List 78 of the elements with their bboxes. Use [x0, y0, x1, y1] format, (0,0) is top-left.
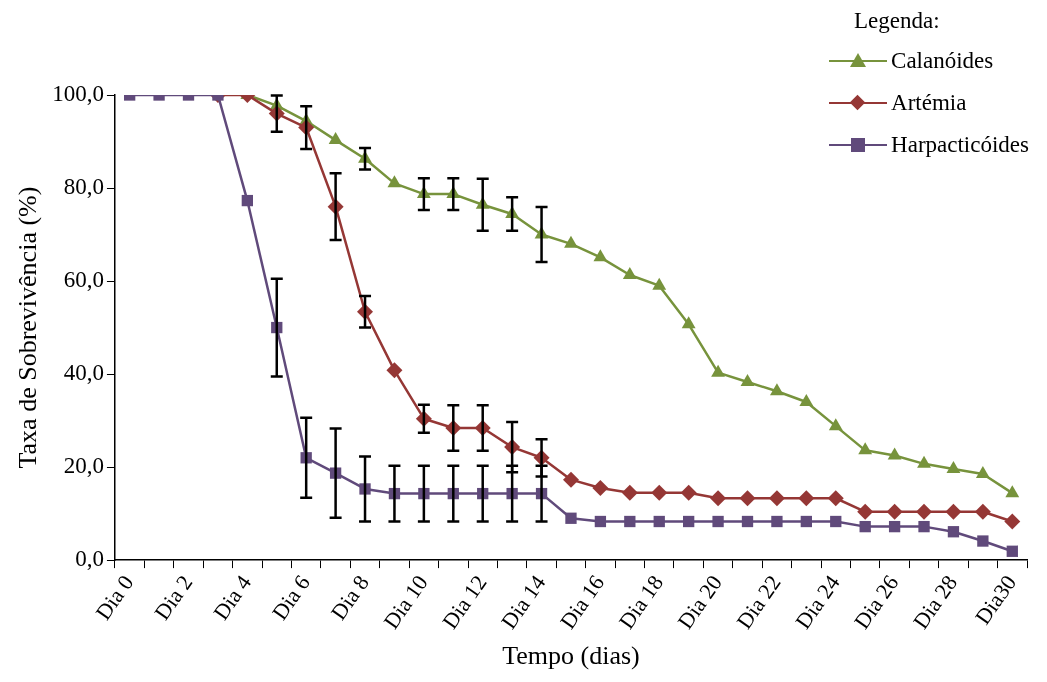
point: [592, 480, 609, 497]
point: [771, 515, 783, 528]
point: [681, 316, 696, 329]
point: [887, 447, 902, 460]
point: [828, 418, 843, 431]
x-tick-label: Dia 12: [437, 570, 492, 634]
y-tick-label: 20,0: [63, 453, 104, 479]
point: [1004, 513, 1021, 530]
x-tick-label: Dia 20: [672, 570, 727, 634]
point: [888, 520, 901, 533]
point: [386, 362, 403, 379]
point: [241, 194, 253, 207]
point: [565, 512, 577, 524]
point: [328, 132, 343, 145]
x-tick-label: Dia 16: [554, 570, 610, 634]
point: [711, 364, 726, 377]
point: [562, 471, 579, 488]
point: [741, 515, 754, 528]
point: [680, 484, 697, 501]
point: [827, 490, 844, 507]
x-tick-label: Dia 24: [790, 570, 845, 634]
x-tick-label: Dia 6: [266, 570, 316, 625]
y-tick-label: 40,0: [63, 360, 104, 386]
point: [593, 249, 608, 262]
point: [622, 267, 637, 279]
point: [1006, 545, 1018, 557]
point: [740, 373, 755, 386]
point: [1005, 485, 1020, 498]
x-tick-label: Dia 28: [907, 570, 963, 634]
point: [974, 503, 991, 520]
x-axis-title: Tempo (dias): [502, 641, 640, 671]
y-axis-title: Taxa de Sobrevivência (%): [13, 186, 43, 469]
point: [710, 490, 727, 507]
point: [564, 235, 578, 248]
point: [917, 455, 931, 468]
point: [621, 484, 638, 501]
point: [651, 484, 668, 501]
legend-label: Calanóides: [891, 48, 994, 74]
point: [857, 503, 874, 520]
point: [886, 503, 903, 520]
x-tick-label: Dia 14: [495, 570, 551, 634]
point: [594, 515, 607, 528]
legend-label: Artémia: [891, 90, 967, 116]
point: [798, 490, 815, 507]
x-tick-label: Dia 8: [325, 570, 374, 625]
legend-title: Legenda:: [854, 8, 941, 34]
point: [945, 503, 962, 520]
point: [769, 383, 784, 396]
point: [653, 515, 665, 528]
point: [859, 520, 871, 533]
legend-label: Harpacticóides: [891, 132, 1029, 158]
point: [652, 277, 667, 290]
point: [799, 393, 814, 406]
x-tick-label: Dia 0: [90, 570, 139, 625]
x-tick-label: Dia 4: [208, 570, 257, 625]
point: [739, 490, 756, 507]
point: [916, 503, 933, 520]
x-tick-label: Dia 26: [848, 570, 904, 634]
point: [947, 526, 960, 538]
y-tick-label: 100,0: [52, 81, 104, 107]
point: [683, 515, 695, 528]
point: [975, 466, 990, 479]
point: [624, 515, 636, 528]
point: [977, 535, 989, 547]
y-tick-label: 0,0: [75, 546, 104, 572]
point: [858, 442, 873, 455]
point: [800, 515, 812, 528]
y-tick-label: 60,0: [63, 267, 104, 293]
x-tick-label: Dia 10: [378, 570, 433, 634]
x-tick-label: Dia 2: [149, 570, 198, 625]
point: [768, 490, 785, 507]
y-tick-label: 80,0: [63, 174, 104, 200]
point: [387, 175, 402, 188]
x-tick-label: Dia 22: [731, 570, 786, 634]
point: [712, 515, 724, 528]
x-tick-label: Dia 18: [613, 570, 669, 634]
point: [830, 515, 842, 528]
point: [918, 520, 930, 533]
